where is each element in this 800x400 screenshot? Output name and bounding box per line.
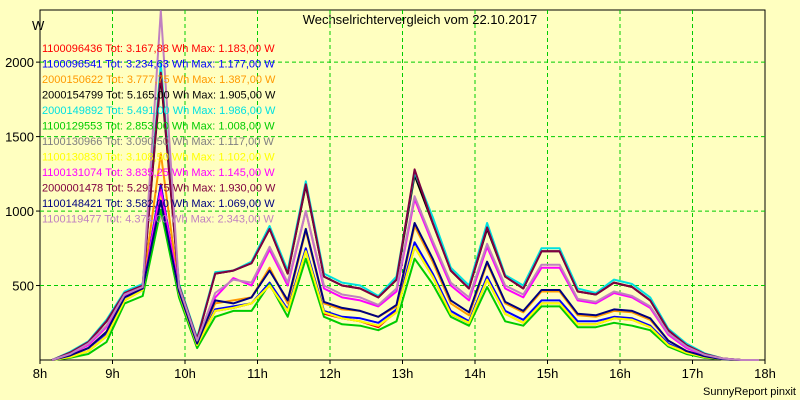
x-tick-label: 8h xyxy=(33,366,47,381)
legend-entry-1100148421: 1100148421 Tot: 3.582,00 Wh Max: 1.069,0… xyxy=(42,198,275,210)
legend-entry-2000149892: 2000149892 Tot: 5.491,00 Wh Max: 1.986,0… xyxy=(42,105,276,117)
x-tick-label: 11h xyxy=(247,366,268,381)
chart-title: Wechselrichtervergleich vom 22.10.2017 xyxy=(303,12,538,27)
y-tick-label: 500 xyxy=(12,279,34,294)
series-lines xyxy=(51,10,759,361)
legend-entry-1100119477: 1100119477 Tot: 4.374,00 Wh Max: 2.343,0… xyxy=(42,214,274,226)
legend-entry-1100130966: 1100130966 Tot: 3.090,50 Wh Max: 1.117,0… xyxy=(42,136,274,148)
y-tick-label: 1500 xyxy=(5,130,34,145)
x-tick-label: 16h xyxy=(609,366,631,381)
series-line-2000001478 xyxy=(51,71,759,361)
x-tick-label: 15h xyxy=(537,366,559,381)
legend-entry-1100129553: 1100129553 Tot: 2.853,00 Wh Max: 1.008,0… xyxy=(42,121,275,133)
y-axis-unit-label: W xyxy=(32,18,45,33)
legend-entry-2000150622: 2000150622 Tot: 3.777,75 Wh Max: 1.387,0… xyxy=(42,74,276,86)
x-tick-label: 13h xyxy=(392,366,414,381)
legend-entry-1100131074: 1100131074 Tot: 3.835,25 Wh Max: 1.145,0… xyxy=(42,167,275,179)
legend: 1100096436 Tot: 3.167,88 Wh Max: 1.183,0… xyxy=(42,43,276,226)
x-tick-label: 9h xyxy=(105,366,119,381)
x-tick-label: 10h xyxy=(174,366,196,381)
axis-ticks: 8h 9h 10h 11h 12h 13h 14h 15h 16h 17h 18h 500 1000 15… xyxy=(5,55,776,381)
x-tick-label: 17h xyxy=(682,366,704,381)
legend-entry-1100130830: 1100130830 Tot: 3.108,50 Wh Max: 1.102,0… xyxy=(42,152,275,164)
x-tick-label: 18h xyxy=(754,366,776,381)
legend-entry-2000154799: 2000154799 Tot: 5.165,00 Wh Max: 1.905,0… xyxy=(42,90,276,102)
legend-entry-1100096436: 1100096436 Tot: 3.167,88 Wh Max: 1.183,0… xyxy=(42,43,275,55)
legend-entry-1100096541: 1100096541 Tot: 3.234,63 Wh Max: 1.177,0… xyxy=(42,59,275,71)
grid-lines xyxy=(40,10,765,360)
x-tick-label: 12h xyxy=(319,366,341,381)
x-tick-label: 14h xyxy=(464,366,486,381)
legend-entry-2000001478: 2000001478 Tot: 5.291,75 Wh Max: 1.930,0… xyxy=(42,183,276,195)
y-tick-label: 2000 xyxy=(5,55,34,70)
y-tick-label: 1000 xyxy=(5,204,34,219)
series-line-1100129553 xyxy=(51,208,759,361)
footer-credit: SunnyReport pinxit xyxy=(703,386,796,398)
series-line-1100148421 xyxy=(51,199,759,361)
series-line-1100119477 xyxy=(51,10,759,361)
